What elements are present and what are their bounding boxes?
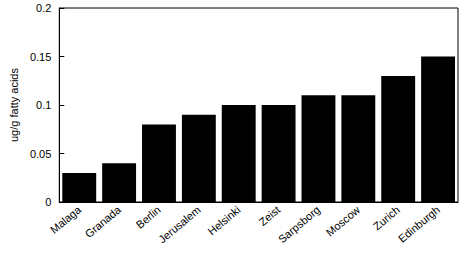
svg-text:Jerusalem: Jerusalem (156, 203, 203, 245)
svg-text:Edinburgh: Edinburgh (396, 203, 442, 244)
svg-text:Helsinki: Helsinki (205, 203, 242, 237)
svg-text:Zeist: Zeist (256, 203, 282, 228)
svg-text:Malaga: Malaga (48, 203, 84, 236)
svg-text:0.2: 0.2 (36, 2, 51, 14)
svg-text:0.15: 0.15 (30, 51, 51, 63)
svg-text:Granada: Granada (82, 203, 123, 240)
svg-text:Sarpsborg: Sarpsborg (276, 203, 323, 245)
svg-text:Moscow: Moscow (324, 203, 363, 238)
svg-text:Berlin: Berlin (134, 203, 163, 230)
svg-text:0: 0 (45, 196, 51, 208)
svg-text:Zurich: Zurich (371, 203, 402, 232)
svg-text:0.05: 0.05 (30, 148, 51, 160)
svg-text:0.1: 0.1 (36, 99, 51, 111)
svg-text:ug/g fatty acids: ug/g fatty acids (8, 68, 20, 142)
